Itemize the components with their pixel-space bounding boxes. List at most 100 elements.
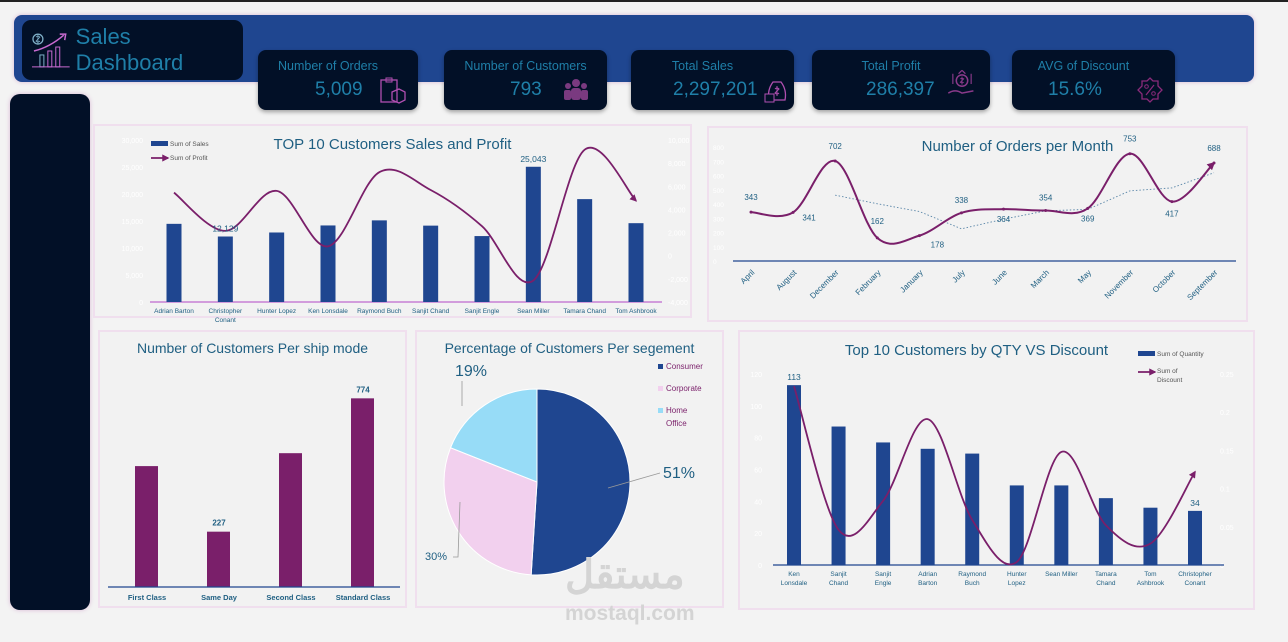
data-label: 364	[997, 215, 1011, 224]
chart-title: TOP 10 Customers Sales and Profit	[273, 136, 512, 153]
x-tick-label: Ken	[788, 571, 800, 578]
line-series	[793, 385, 1196, 566]
qty-discount-chart: 0 20 40 60 80 100 120 0 0.05 0.1 0.15 0.2 0.25 113 34 K…	[750, 351, 1234, 587]
x-tick-label: Sanjit	[830, 571, 846, 578]
dashboard-title: Sales Dashboard	[75, 24, 184, 75]
ship-mode-chart-panel: Number of Customers Per ship mode 227 774…	[98, 330, 407, 608]
y-right-tick-label: 0.25	[1220, 372, 1234, 379]
legend-label: Corporate	[666, 384, 702, 393]
y-tick-label: 400	[713, 202, 724, 209]
segment-pie-chart-panel: Percentage of Customers Per segement 51%…	[415, 330, 724, 608]
moving-average-trendline	[835, 172, 1215, 230]
y-left-tick-label: 100	[750, 404, 762, 411]
orders-point	[875, 236, 879, 240]
y-tick-label: 600	[713, 174, 724, 181]
data-label: 702	[829, 142, 843, 151]
y-right-tick-label: 6,000	[668, 184, 686, 191]
y-left-tick-label: 80	[754, 436, 762, 443]
qty-discount-chart-panel: Top 10 Customers by QTY VS Discount 0 20 4…	[738, 330, 1255, 610]
x-tick-label: Buch	[965, 580, 980, 587]
x-tick-label: Tom	[1144, 571, 1156, 578]
orders-per-month-chart-panel: Number of Orders per Month 0 100 200 300 400…	[707, 126, 1248, 322]
chart-title: Number of Customers Per ship mode	[136, 340, 369, 356]
x-tick-label: Hunter Lopez	[257, 308, 296, 315]
orders-point	[1170, 200, 1174, 204]
orders-point	[833, 159, 837, 163]
orders-per-month-chart: 0 100 200 300 400 500 600 700 800 343 341 702 162 178…	[713, 135, 1236, 302]
x-tick-label: April	[739, 268, 757, 286]
percent-badge-icon	[1137, 77, 1163, 103]
y-right-tick-label: 10,000	[668, 138, 690, 145]
x-tick-label: Raymond Buch	[357, 308, 402, 315]
hand-dollar-growth-icon	[947, 69, 974, 94]
pie-data-label: 19%	[455, 363, 487, 380]
x-tick-label: Sanjit Engle	[465, 308, 500, 315]
bar-ken-lonsdale	[320, 225, 336, 302]
pie-data-label: 51%	[663, 465, 695, 482]
segment-pie-chart: 51% 30% 19% Consumer Corporate Home Office	[425, 362, 703, 576]
x-tick-label: Adrian	[918, 571, 937, 578]
y-left-tick-label: 60	[754, 468, 762, 475]
y-right-tick-label: 4,000	[668, 207, 686, 214]
bar-adrian-barton	[920, 448, 935, 565]
kpi-label: AVG of Discount	[1037, 59, 1130, 73]
data-label: 178	[931, 241, 945, 250]
orders-point	[917, 234, 921, 238]
kpi-value: 793	[510, 79, 542, 100]
x-tick-label: November	[1103, 268, 1136, 301]
data-label: 354	[1039, 194, 1053, 203]
data-label: 688	[1207, 144, 1221, 153]
clipboard-box-icon	[380, 77, 406, 104]
orders-point	[749, 210, 753, 214]
data-label: 343	[744, 193, 758, 202]
y-left-tick-label: 10,000	[122, 246, 144, 253]
orders-point	[1212, 161, 1216, 165]
bar-sanjit-chand	[423, 225, 439, 302]
x-tick-label: January	[898, 268, 924, 294]
x-tick-label: Tamara	[1095, 571, 1117, 578]
y-right-tick-label: -4,000	[668, 300, 688, 307]
orders-line	[750, 152, 1216, 245]
kpi-label: Number of Customers	[464, 59, 587, 73]
bar-hunter-lopez	[1009, 485, 1024, 565]
x-tick-label: Raymond	[958, 571, 986, 578]
x-tick-label: September	[1185, 268, 1219, 302]
x-tick-label: Tom Ashbrook	[615, 308, 657, 315]
y-right-tick-label: 0.2	[1220, 410, 1230, 417]
sales-profit-chart-panel: TOP 10 Customers Sales and Profit 0 5,000…	[93, 124, 692, 324]
legend-swatch	[658, 408, 663, 413]
watermark-latin: mostaql.com	[565, 602, 695, 625]
pie-slice-home-office	[449, 388, 538, 483]
y-left-tick-label: 25,000	[122, 165, 144, 172]
legend-swatch-bar	[151, 141, 168, 146]
orders-point	[791, 210, 795, 214]
y-right-tick-label: 0.15	[1220, 448, 1234, 455]
bar-adrian-barton	[166, 223, 182, 302]
legend-label: Sum of Quantity	[1157, 351, 1204, 358]
window-top-border	[0, 0, 1288, 2]
x-tick-label: May	[1076, 268, 1093, 285]
watermark-arabic: مستقل	[565, 553, 685, 597]
x-tick-label: March	[1029, 268, 1051, 290]
data-label: 34	[1190, 498, 1200, 508]
x-tick-label: Ashbrook	[1137, 580, 1165, 587]
x-tick-label: Chand	[1096, 580, 1116, 587]
x-tick-label: July	[950, 268, 966, 284]
data-label: 25,043	[520, 154, 546, 164]
x-tick-label: Sean Miller	[517, 308, 550, 315]
data-label: 774	[356, 385, 370, 394]
legend-swatch	[658, 386, 663, 391]
bar-tamara-chand	[577, 199, 593, 302]
y-tick-label: 100	[713, 245, 724, 252]
kpi-avg-discount: AVG of Discount 15.6%	[1012, 50, 1175, 110]
bar-christopher-conant	[217, 236, 233, 302]
y-tick-label: 300	[713, 216, 724, 223]
data-label: 12,129	[212, 224, 238, 234]
kpi-total-profit: Total Profit 286,397	[812, 50, 990, 110]
kpi-value: 15.6%	[1048, 79, 1102, 100]
data-label: 227	[212, 519, 226, 528]
y-tick-label: 800	[713, 145, 724, 152]
pie-data-label: 30%	[425, 551, 447, 563]
x-tick-label: Second Class	[266, 593, 315, 602]
x-tick-label: Christopher	[209, 308, 243, 315]
